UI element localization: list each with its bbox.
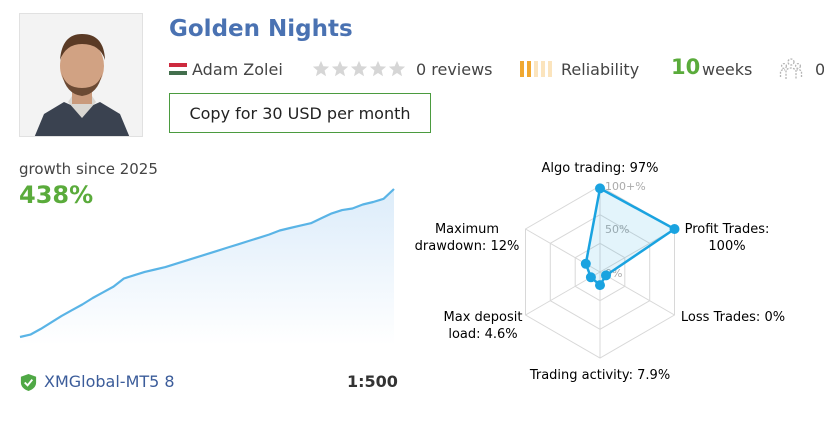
reliability-bar <box>520 61 524 77</box>
radar-point <box>585 272 596 283</box>
signal-title[interactable]: Golden Nights <box>169 16 353 42</box>
radar-tick-label: 50% <box>605 223 629 236</box>
radar-axis-label-part2: 100% <box>708 239 745 254</box>
radar-points <box>580 183 680 291</box>
radar-chart: 100+% 50% 0% Algo trading: 97% Profit Tr… <box>415 161 785 383</box>
star-icon <box>312 60 330 77</box>
star-icon <box>331 60 349 77</box>
radar-axis-label-part2: load: 4.6% <box>448 327 517 342</box>
radar-point <box>669 224 680 234</box>
radar-point <box>595 183 605 194</box>
leverage-value: 1:500 <box>347 372 398 391</box>
radar-point <box>601 270 611 281</box>
growth-value: 438% <box>19 181 94 209</box>
growth-line <box>19 188 395 339</box>
growth-area <box>20 189 394 345</box>
reliability-bar <box>541 61 545 77</box>
verified-shield-icon <box>20 373 37 392</box>
radar-axis-label-part1: Profit Trades: <box>685 222 770 237</box>
weeks-label: weeks <box>702 59 753 79</box>
radar-point <box>595 280 605 291</box>
radar-axis-label-part1: Max deposit <box>444 310 523 325</box>
rating-stars <box>312 58 406 80</box>
avatar-image <box>20 14 142 136</box>
radar-axis-label-part1: Maximum <box>435 222 499 237</box>
reliability-bar <box>527 61 531 77</box>
hungary-flag-icon <box>169 63 187 75</box>
star-icon <box>388 60 406 77</box>
radar-axis-label: Trading activity: 7.9% <box>529 368 670 383</box>
radar-axis-label-part2: drawdown: 12% <box>415 239 519 254</box>
growth-label: growth since 2025 <box>19 160 158 178</box>
star-icon <box>369 60 387 77</box>
broker-server-link[interactable]: XMGlobal-MT5 8 <box>44 372 175 391</box>
radar-axis-label: Loss Trades: 0% <box>681 310 785 325</box>
author-avatar[interactable] <box>19 13 143 137</box>
radar-axis-label: Algo trading: 97% <box>541 161 658 176</box>
radar-grid-spoke <box>599 271 675 316</box>
reviews-link[interactable]: 0 reviews <box>416 59 493 79</box>
copy-subscription-button[interactable]: Copy for 30 USD per month <box>169 93 431 133</box>
reliability-bars <box>520 61 552 78</box>
radar-tick-label: 100+% <box>605 180 646 193</box>
reliability-label: Reliability <box>561 59 640 79</box>
reliability-bar <box>534 61 538 77</box>
growth-chart <box>19 188 395 345</box>
weeks-value: 10 <box>671 55 701 79</box>
author-name[interactable]: Adam Zolei <box>192 59 283 79</box>
subscribers-icon <box>779 58 803 79</box>
star-icon <box>350 60 368 77</box>
radar-point <box>580 258 591 269</box>
reliability-bar <box>548 61 552 77</box>
subscribers-count: 0 <box>815 59 824 79</box>
